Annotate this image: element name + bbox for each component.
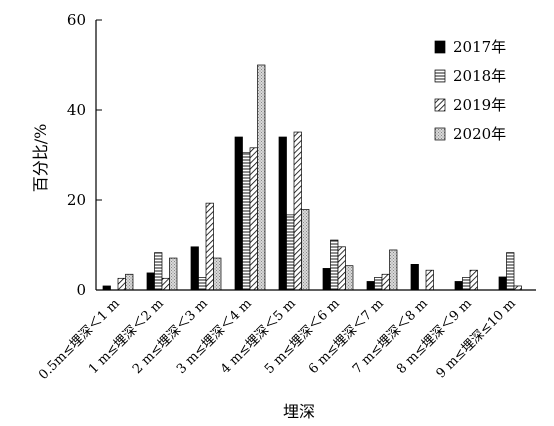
bar-2017年-4: [278, 136, 287, 291]
legend-swatch-2017年: [434, 40, 446, 54]
y-ticks-group: 0 20 40 60: [67, 11, 102, 299]
bar-2018年-2: [198, 277, 207, 291]
bar-2018年-9: [506, 252, 515, 291]
bar-2018年-6: [374, 277, 383, 291]
bar-2018年-8: [462, 277, 471, 291]
bars-group: [102, 64, 522, 291]
bar-2019年-3: [249, 147, 258, 291]
x-tick-label: 7 m≤埋深＜8 m: [350, 296, 431, 377]
x-tick-label: 2 m≤埋深＜3 m: [130, 296, 211, 377]
x-tick-label: 9 m≤埋深≤10 m: [434, 296, 519, 381]
bar-2019年-6: [381, 273, 390, 291]
bar-2018年-3: [242, 152, 251, 291]
x-tick-label: 3 m≤埋深＜4 m: [174, 296, 255, 377]
y-tick-label: 40: [67, 101, 86, 119]
x-tick-label: 6 m≤埋深＜7 m: [306, 296, 387, 377]
y-tick-label: 0: [76, 281, 86, 299]
y-axis-title: 百分比/%: [31, 124, 50, 193]
x-tick-label: 8 m≤埋深＜9 m: [394, 296, 475, 377]
x-tick-label: 0.5m≤埋深＜1 m: [36, 296, 123, 383]
bar-2017年-2: [190, 246, 199, 291]
bar-2019年-0: [117, 277, 126, 291]
y-tick-label: 20: [67, 191, 86, 209]
bar-2017年-7: [410, 264, 419, 291]
axes-group: [95, 20, 536, 291]
bar-2020年-2: [213, 257, 222, 291]
bar-2017年-5: [322, 268, 331, 291]
bar-2020年-5: [345, 265, 354, 291]
legend-swatch-2018年: [434, 69, 446, 83]
bar-2017年-1: [146, 272, 155, 291]
bar-2019年-4: [293, 131, 302, 291]
bar-2019年-1: [161, 277, 170, 291]
x-tick-label: 4 m≤埋深＜5 m: [218, 296, 299, 377]
legend-label: 2020年: [453, 125, 506, 143]
bar-2019年-7: [425, 269, 434, 291]
y-tick-label: 60: [67, 11, 86, 29]
bar-2018年-4: [286, 214, 295, 291]
bar-2017年-0: [102, 285, 111, 291]
legend-swatch-2020年: [434, 127, 446, 141]
legend-label: 2017年: [453, 38, 506, 56]
legend-label: 2019年: [453, 96, 506, 114]
bar-2018年-5: [330, 239, 339, 291]
bar-2017年-8: [454, 281, 463, 291]
bar-2017年-6: [366, 281, 375, 291]
bar-2018年-1: [154, 252, 163, 291]
x-axis-title: 埋深: [283, 402, 315, 421]
x-tick-labels-group: 0.5m≤埋深＜1 m1 m≤埋深＜2 m2 m≤埋深＜3 m3 m≤埋深＜4 …: [36, 296, 519, 383]
bar-2020年-4: [301, 209, 310, 291]
legend: 2017年 2018年 2019年 2020年: [434, 38, 506, 143]
bar-2020年-0: [125, 273, 134, 291]
x-tick-label: 5 m≤埋深＜6 m: [262, 296, 343, 377]
bar-2020年-1: [169, 257, 178, 291]
legend-swatch-2019年: [434, 98, 446, 112]
bar-2020年-3: [257, 64, 266, 291]
legend-label: 2018年: [453, 67, 506, 85]
bar-2019年-8: [469, 269, 478, 291]
bar-2017年-9: [498, 276, 507, 291]
bar-2019年-9: [513, 285, 522, 291]
bar-2019年-2: [205, 202, 214, 291]
bar-2017年-3: [234, 136, 243, 291]
bar-2019年-5: [337, 246, 346, 291]
x-tick-label: 1 m≤埋深＜2 m: [86, 296, 167, 377]
bar-2020年-6: [389, 249, 398, 291]
